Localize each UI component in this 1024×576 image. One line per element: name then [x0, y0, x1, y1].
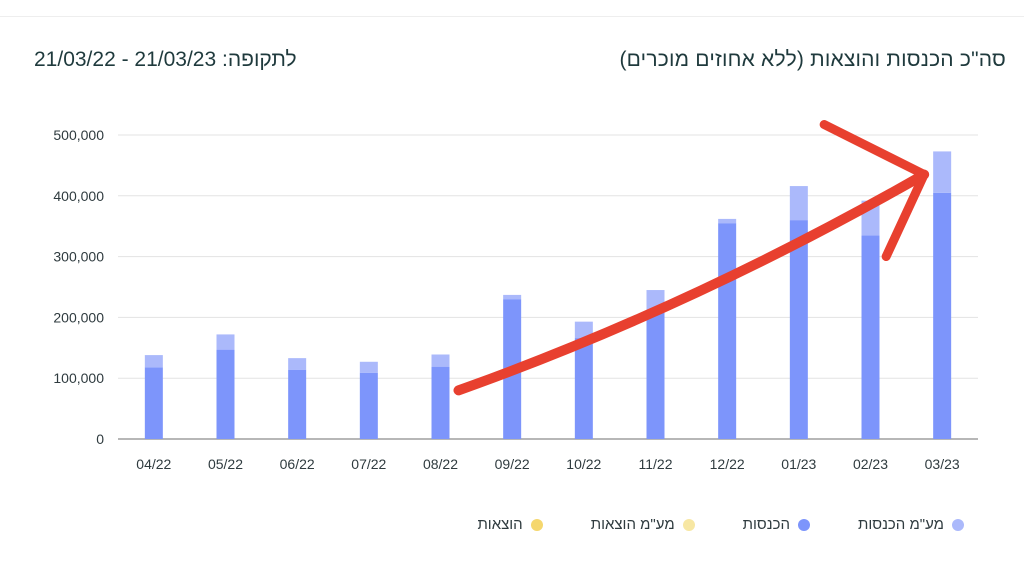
chart-title: סה"כ הכנסות והוצאות (ללא אחוזים מוכרים)	[619, 48, 1006, 71]
legend: מע"מ הכנסות הכנסות מע"מ הוצאות הוצאות	[477, 516, 964, 533]
bar-income-vat	[574, 321, 593, 339]
legend-label: הוצאות	[477, 516, 523, 533]
legend-item[interactable]: הכנסות	[743, 516, 810, 533]
y-tick-label: 100,000	[53, 370, 104, 386]
x-tick-label: 10/22	[566, 456, 601, 472]
x-tick-label: 08/22	[423, 456, 458, 472]
bar-income	[789, 220, 808, 439]
bar-income	[646, 311, 665, 439]
x-tick-label: 01/23	[781, 456, 816, 472]
bar-income	[288, 369, 307, 439]
y-tick-label: 0	[96, 431, 104, 447]
chart-period: לתקופה: 21/03/23 - 21/03/22	[34, 48, 297, 71]
bar-income	[574, 338, 593, 439]
bar-income	[359, 372, 378, 439]
bar-income-vat	[789, 186, 808, 221]
legend-label: הכנסות	[742, 516, 790, 533]
y-tick-label: 400,000	[53, 188, 104, 204]
legend-label: מע"מ הכנסות	[857, 516, 944, 533]
x-tick-label: 04/22	[136, 456, 171, 472]
bar-income	[431, 366, 450, 439]
bars	[144, 151, 952, 439]
legend-label: מע"מ הוצאות	[590, 516, 675, 533]
x-tick-label: 12/22	[710, 456, 745, 472]
x-tick-label: 11/22	[639, 456, 673, 472]
x-tick-label: 06/22	[280, 456, 315, 472]
arrow-head	[819, 120, 929, 262]
bar-income-vat	[359, 361, 378, 373]
bar-income-vat	[718, 218, 737, 224]
bar-income	[933, 192, 952, 439]
legend-dot-icon	[952, 518, 964, 531]
bar-income-vat	[431, 354, 450, 367]
bar-income-vat	[933, 151, 952, 193]
x-tick-label: 02/23	[853, 456, 888, 472]
x-tick-label: 09/22	[495, 456, 530, 472]
bar-income	[216, 349, 235, 439]
top-divider	[0, 16, 1024, 17]
legend-item[interactable]: מע"מ הוצאות	[591, 516, 695, 533]
y-tick-label: 500,000	[53, 127, 104, 143]
bar-income-vat	[503, 294, 522, 300]
legend-dot-icon	[797, 518, 810, 531]
trend-arrow	[453, 120, 930, 396]
x-axis-ticks: 04/22 05/22 06/22 07/22 08/22 09/22 10/22 11/22…	[136, 456, 960, 472]
legend-item[interactable]: מע"מ הכנסות	[858, 516, 964, 533]
x-tick-label: 03/23	[925, 456, 960, 472]
bar-income	[144, 367, 163, 439]
bar-income	[861, 235, 880, 439]
y-tick-label: 200,000	[53, 309, 104, 325]
arrow-shaft	[453, 169, 930, 396]
x-tick-label: 05/22	[208, 456, 243, 472]
grid-lines	[118, 134, 978, 440]
y-tick-label: 300,000	[53, 249, 104, 265]
y-axis-ticks: 0 100,000 200,000 300,000 400,000 500,000	[53, 127, 104, 447]
x-tick-label: 07/22	[351, 456, 386, 472]
bar-income-vat	[144, 355, 163, 368]
bar-income-vat	[216, 334, 235, 350]
legend-item[interactable]: הוצאות	[477, 516, 543, 533]
bar-income-vat	[288, 358, 307, 370]
bar-income	[718, 223, 737, 439]
legend-dot-icon	[530, 518, 543, 531]
legend-dot-icon	[682, 518, 695, 531]
